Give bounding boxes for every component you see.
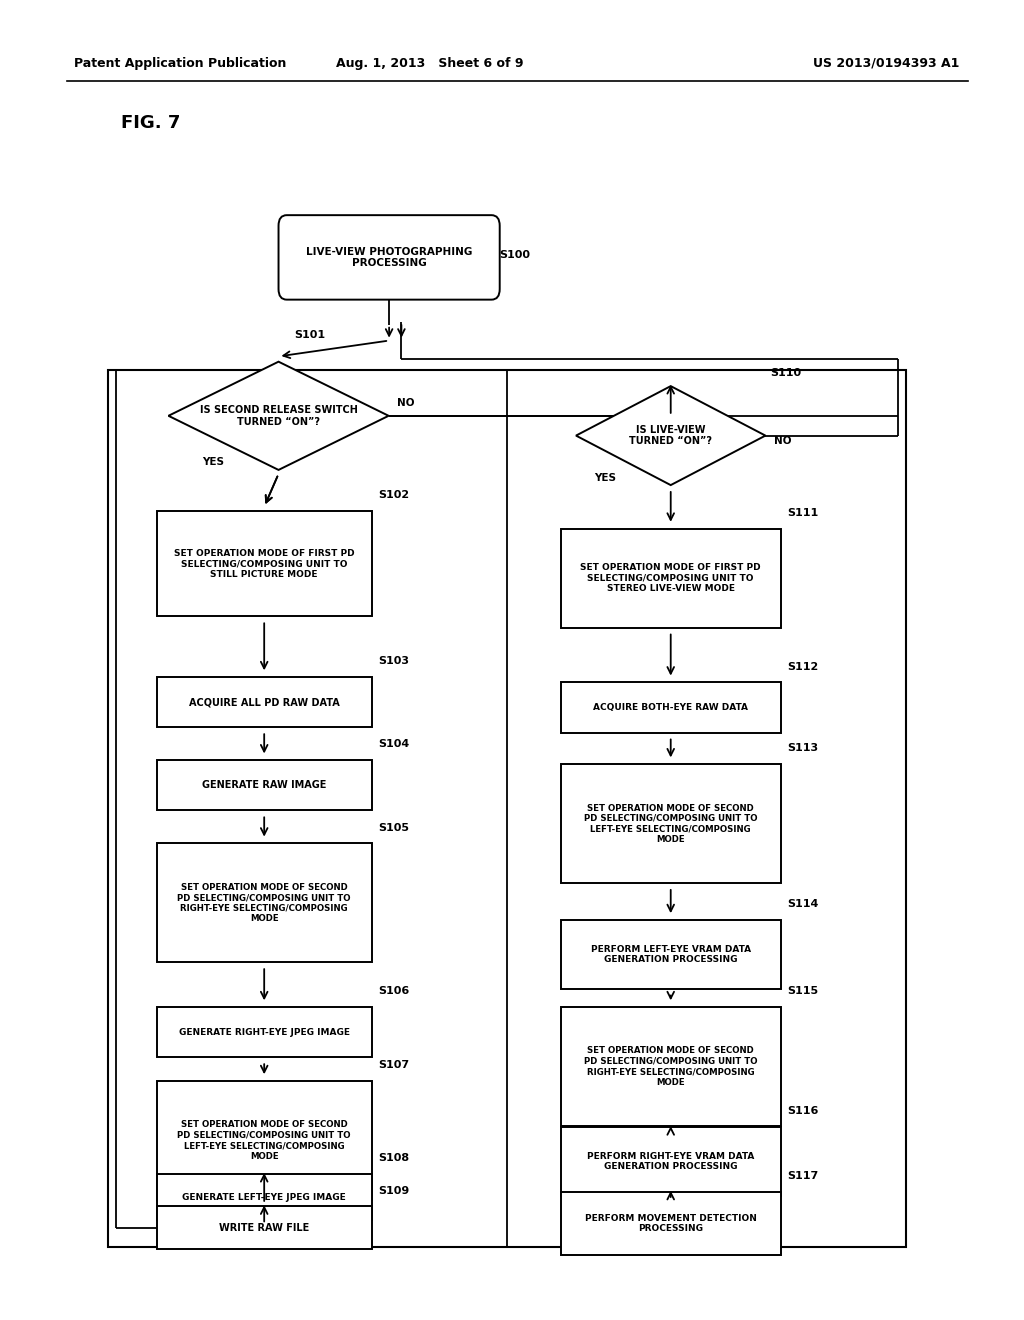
Text: IS SECOND RELEASE SWITCH
TURNED “ON”?: IS SECOND RELEASE SWITCH TURNED “ON”? [200,405,357,426]
Text: WRITE RAW FILE: WRITE RAW FILE [219,1222,309,1233]
Text: SET OPERATION MODE OF SECOND
PD SELECTING/COMPOSING UNIT TO
LEFT-EYE SELECTING/C: SET OPERATION MODE OF SECOND PD SELECTIN… [584,804,758,843]
Text: ACQUIRE BOTH-EYE RAW DATA: ACQUIRE BOTH-EYE RAW DATA [593,704,749,711]
Bar [561,764,780,883]
Text: S111: S111 [787,508,818,517]
Text: YES: YES [202,457,223,467]
Text: GENERATE LEFT-EYE JPEG IMAGE: GENERATE LEFT-EYE JPEG IMAGE [182,1193,346,1201]
Text: NO: NO [774,436,792,446]
Text: SET OPERATION MODE OF SECOND
PD SELECTING/COMPOSING UNIT TO
RIGHT-EYE SELECTING/: SET OPERATION MODE OF SECOND PD SELECTIN… [584,1047,758,1086]
Text: S104: S104 [378,739,410,750]
Text: S115: S115 [787,986,818,997]
Text: S109: S109 [378,1185,410,1196]
Text: S116: S116 [787,1106,818,1117]
Bar [157,843,372,962]
Polygon shape [575,385,766,484]
Bar [561,1007,780,1126]
Text: PERFORM RIGHT-EYE VRAM DATA
GENERATION PROCESSING: PERFORM RIGHT-EYE VRAM DATA GENERATION P… [587,1152,755,1171]
Text: S100: S100 [500,249,530,260]
Text: S108: S108 [378,1154,409,1163]
Text: S103: S103 [378,656,409,667]
Text: YES: YES [594,474,615,483]
Text: Patent Application Publication: Patent Application Publication [74,57,286,70]
Text: SET OPERATION MODE OF FIRST PD
SELECTING/COMPOSING UNIT TO
STEREO LIVE-VIEW MODE: SET OPERATION MODE OF FIRST PD SELECTING… [581,564,761,593]
Polygon shape [169,362,389,470]
Text: S101: S101 [294,330,325,341]
Bar [157,1175,372,1220]
Text: GENERATE RIGHT-EYE JPEG IMAGE: GENERATE RIGHT-EYE JPEG IMAGE [179,1028,349,1036]
Text: S112: S112 [787,661,818,672]
Bar [561,920,780,989]
Bar [157,1007,372,1057]
Bar [157,1206,372,1249]
Text: S117: S117 [787,1171,818,1181]
Text: S107: S107 [378,1060,409,1071]
Text: PERFORM MOVEMENT DETECTION
PROCESSING: PERFORM MOVEMENT DETECTION PROCESSING [585,1214,757,1233]
Text: S110: S110 [771,368,802,378]
Text: Aug. 1, 2013   Sheet 6 of 9: Aug. 1, 2013 Sheet 6 of 9 [336,57,524,70]
Text: S114: S114 [787,899,818,909]
Bar [108,370,906,1247]
Text: US 2013/0194393 A1: US 2013/0194393 A1 [813,57,958,70]
Text: GENERATE RAW IMAGE: GENERATE RAW IMAGE [202,780,327,791]
Text: SET OPERATION MODE OF SECOND
PD SELECTING/COMPOSING UNIT TO
LEFT-EYE SELECTING/C: SET OPERATION MODE OF SECOND PD SELECTIN… [177,1121,351,1160]
Text: SET OPERATION MODE OF SECOND
PD SELECTING/COMPOSING UNIT TO
RIGHT-EYE SELECTING/: SET OPERATION MODE OF SECOND PD SELECTIN… [177,883,351,923]
Bar [561,1192,780,1255]
FancyBboxPatch shape [279,215,500,300]
Text: LIVE-VIEW PHOTOGRAPHING
PROCESSING: LIVE-VIEW PHOTOGRAPHING PROCESSING [306,247,472,268]
Text: S106: S106 [378,986,410,997]
Text: NO: NO [397,397,415,408]
Text: IS LIVE-VIEW
TURNED “ON”?: IS LIVE-VIEW TURNED “ON”? [629,425,713,446]
Text: S105: S105 [378,822,409,833]
Text: PERFORM LEFT-EYE VRAM DATA
GENERATION PROCESSING: PERFORM LEFT-EYE VRAM DATA GENERATION PR… [591,945,751,964]
Text: SET OPERATION MODE OF FIRST PD
SELECTING/COMPOSING UNIT TO
STILL PICTURE MODE: SET OPERATION MODE OF FIRST PD SELECTING… [174,549,354,578]
Text: FIG. 7: FIG. 7 [121,114,180,132]
Bar [157,677,372,727]
Text: ACQUIRE ALL PD RAW DATA: ACQUIRE ALL PD RAW DATA [188,697,340,708]
Bar [157,1081,372,1200]
Bar [561,682,780,733]
Text: S113: S113 [787,743,818,754]
Bar [157,511,372,616]
Bar [157,760,372,810]
Bar [561,528,780,627]
Text: S102: S102 [378,490,409,500]
Bar [561,1127,780,1196]
